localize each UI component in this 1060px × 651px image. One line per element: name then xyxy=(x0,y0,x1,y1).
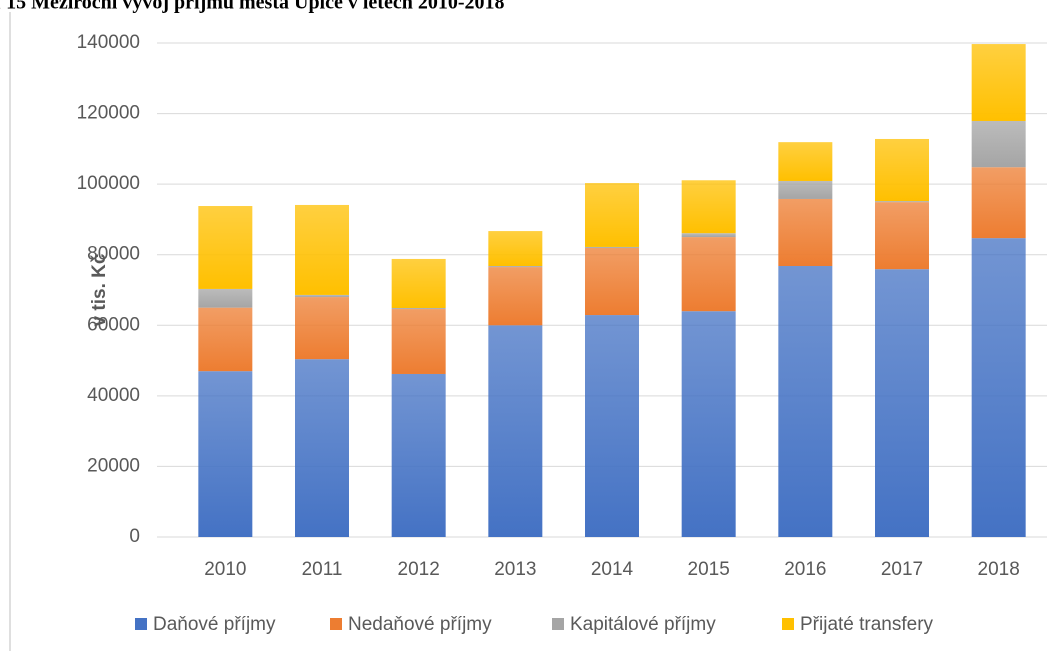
bar-segment xyxy=(875,202,929,270)
bar-segment xyxy=(585,315,639,537)
bar-segment xyxy=(778,266,833,537)
bar-segment xyxy=(391,373,446,537)
bar-segment xyxy=(391,258,446,308)
bar-segment xyxy=(681,180,736,234)
bar-segment xyxy=(198,288,253,308)
y-tick-label: 100000 xyxy=(77,173,140,194)
y-tick-label: 80000 xyxy=(87,244,140,265)
bar-segment xyxy=(488,267,543,326)
chart-title: Graf 15 Meziroční vývoj příjmů města Úpi… xyxy=(0,0,505,14)
legend-label: Kapitálové příjmy xyxy=(570,614,716,635)
x-tick-label: 2015 xyxy=(688,559,730,580)
bar-segment xyxy=(875,201,929,203)
bar-segment xyxy=(585,183,639,247)
bar-segment xyxy=(875,269,929,537)
legend-swatch xyxy=(782,618,794,630)
bar-segment xyxy=(681,237,736,312)
y-tick-label: 40000 xyxy=(87,385,140,406)
bar-segment xyxy=(295,297,349,360)
y-tick-label: 120000 xyxy=(77,103,140,124)
x-tick-label: 2010 xyxy=(204,559,246,580)
bar-segment xyxy=(971,167,1026,239)
legend-label: Daňové příjmy xyxy=(153,614,276,635)
legend-swatch xyxy=(330,618,342,630)
bar-segment xyxy=(681,233,736,238)
bar-segment xyxy=(778,198,833,267)
bar-segment xyxy=(971,238,1026,537)
x-tick-label: 2016 xyxy=(784,559,826,580)
y-tick-label: 0 xyxy=(129,526,140,547)
bar-segment xyxy=(295,294,349,298)
bar-segment xyxy=(198,371,253,537)
bar-segment xyxy=(488,266,543,268)
x-tick-label: 2012 xyxy=(398,559,440,580)
x-tick-label: 2017 xyxy=(881,559,923,580)
bar-segment xyxy=(971,44,1026,121)
y-axis-label: v tis. Kč xyxy=(89,253,110,326)
legend-label: Nedaňové příjmy xyxy=(348,614,492,635)
bar-segment xyxy=(585,246,639,249)
bar-segment xyxy=(295,204,349,295)
bar-segment xyxy=(585,248,639,316)
legend-swatch xyxy=(135,618,147,630)
y-tick-label: 20000 xyxy=(87,455,140,476)
x-tick-label: 2013 xyxy=(494,559,536,580)
bar-segment xyxy=(488,231,543,267)
bar-segment xyxy=(971,120,1026,168)
bar-segment xyxy=(295,359,349,537)
x-tick-label: 2018 xyxy=(978,559,1020,580)
x-tick-label: 2011 xyxy=(302,559,343,580)
bar-segment xyxy=(198,307,253,372)
bar-segment xyxy=(875,138,929,202)
bar-segment xyxy=(778,180,833,199)
bar-segment xyxy=(488,325,543,537)
x-tick-label: 2014 xyxy=(591,559,634,580)
bar-segment xyxy=(391,307,446,310)
bar-segment xyxy=(198,206,253,289)
y-tick-label: 140000 xyxy=(77,32,140,53)
legend-label: Přijaté transfery xyxy=(800,614,934,635)
bar-segment xyxy=(778,142,833,181)
bar-segment xyxy=(391,309,446,374)
legend-swatch xyxy=(552,618,564,630)
y-tick-label: 60000 xyxy=(87,314,140,335)
bar-segment xyxy=(681,311,736,537)
